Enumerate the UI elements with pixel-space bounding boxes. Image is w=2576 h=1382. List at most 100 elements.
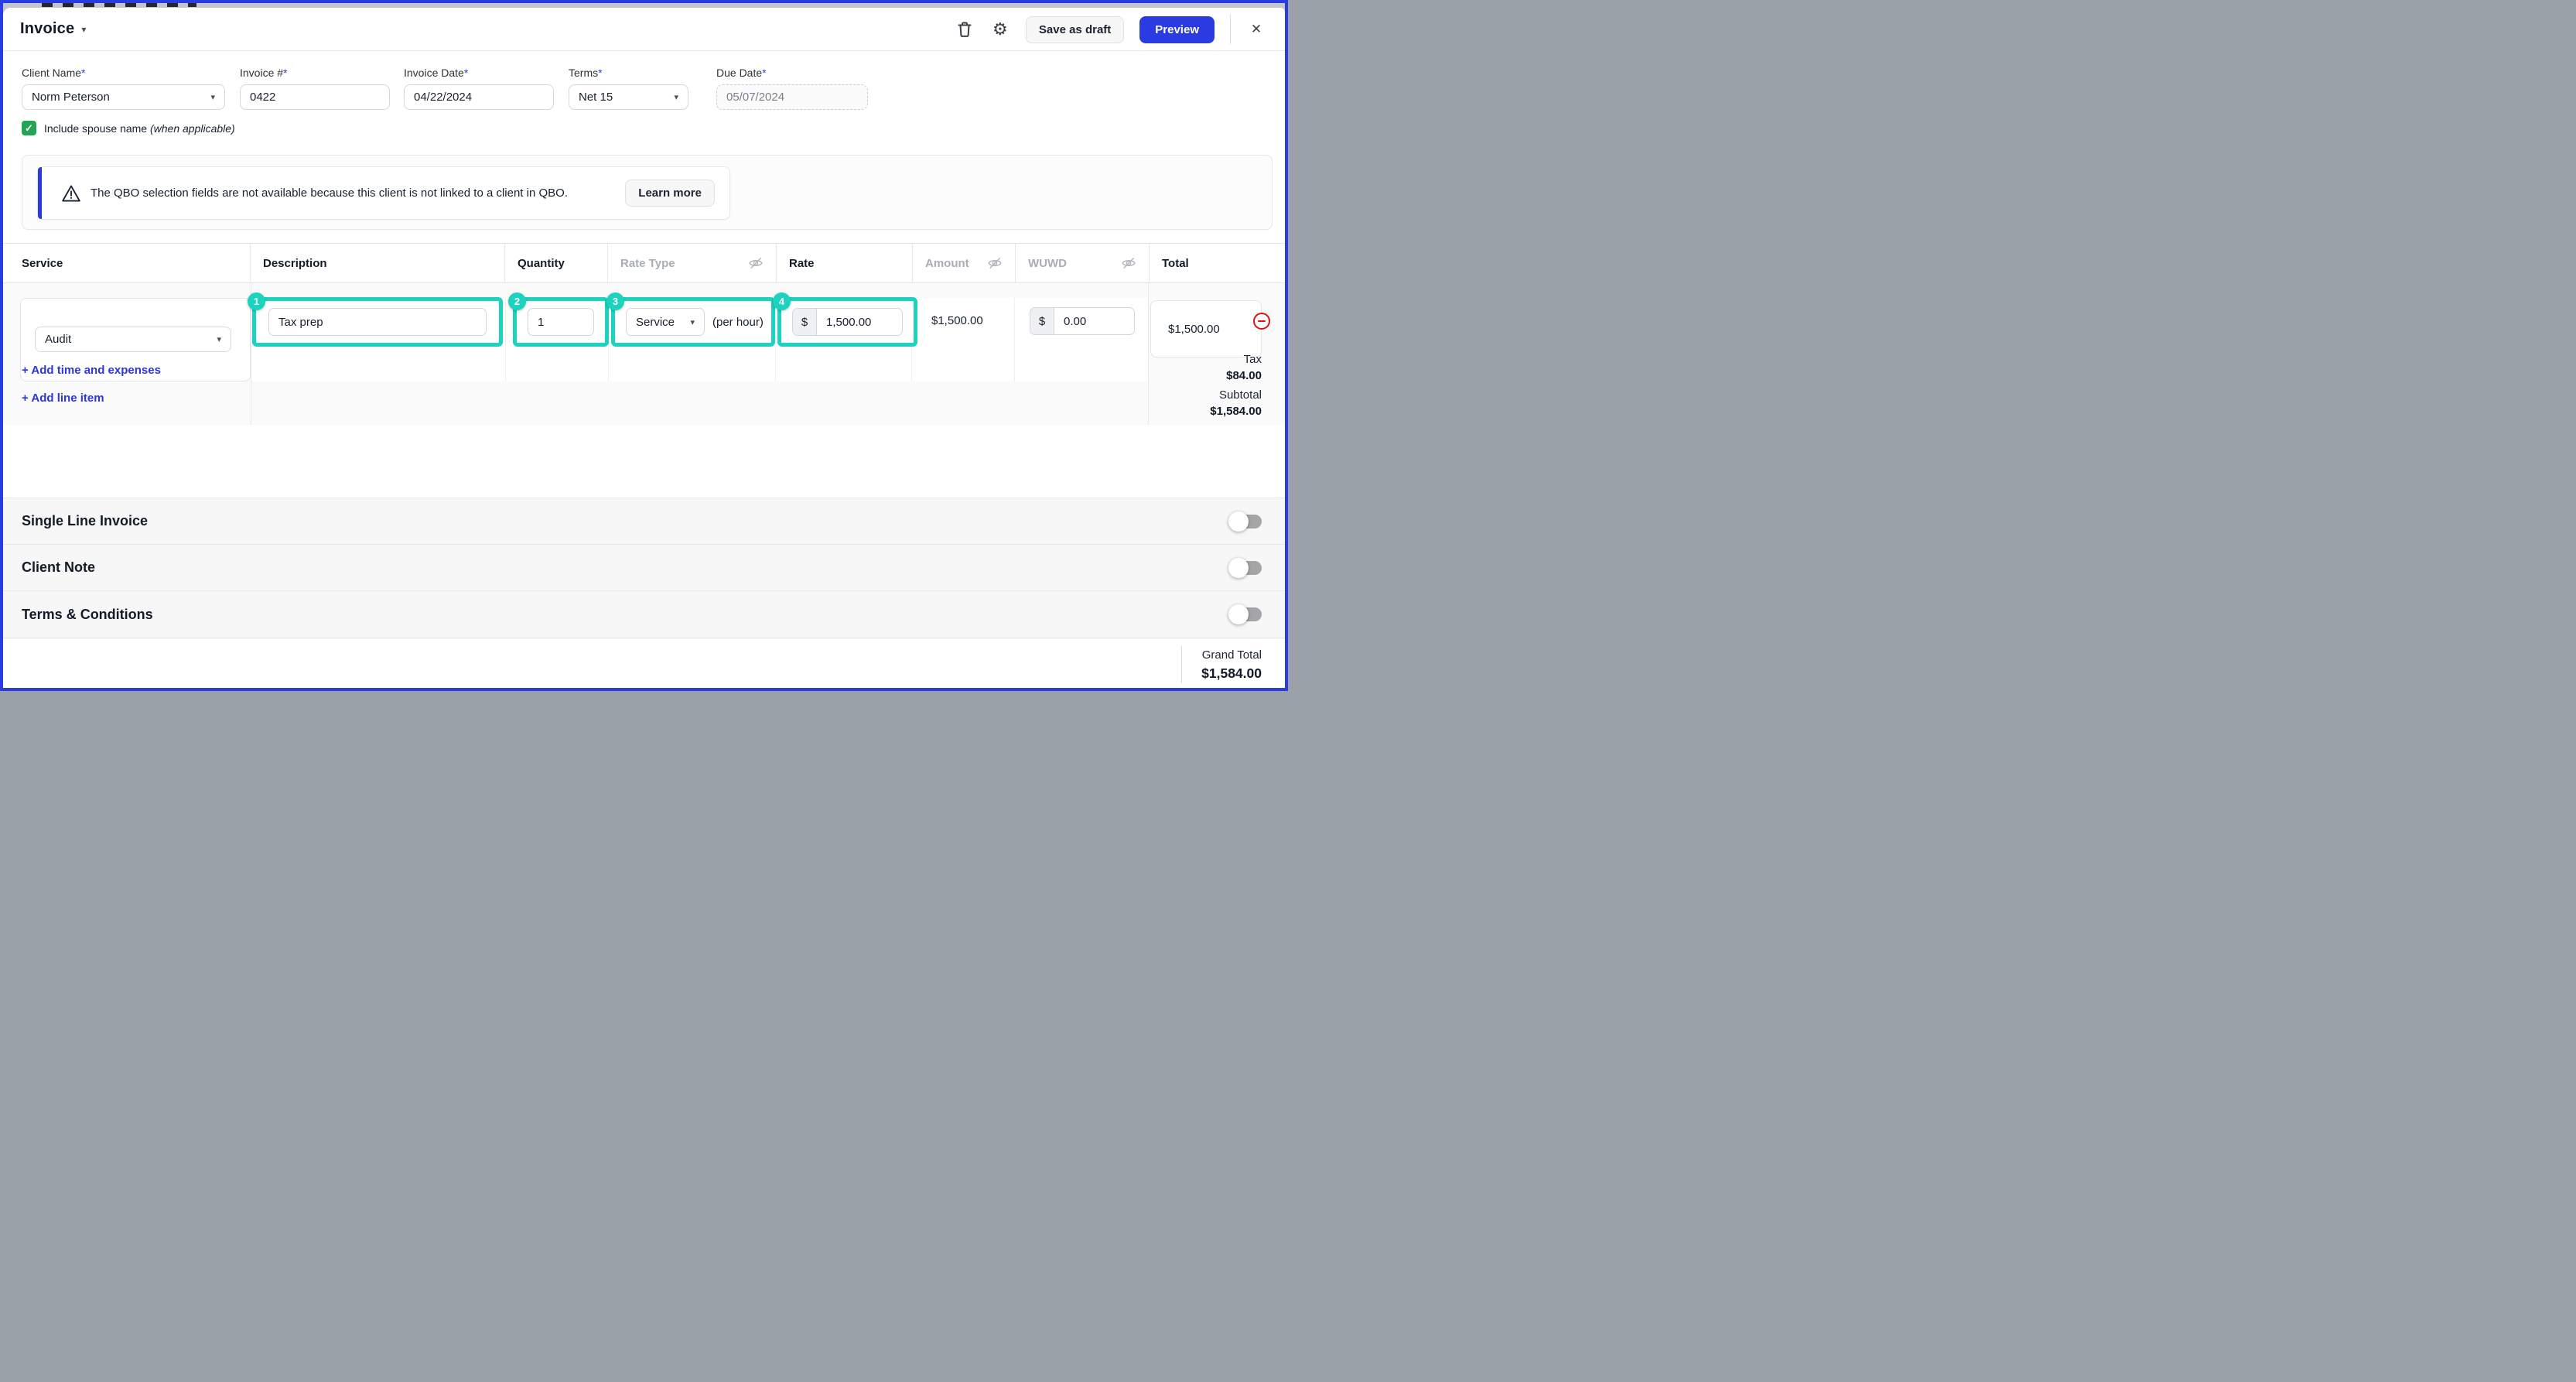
- callout-badge-3: 3: [606, 292, 624, 310]
- grand-total-block: Grand Total $1,584.00: [1201, 646, 1262, 682]
- subtotal-value: $1,584.00: [1210, 405, 1262, 418]
- total-column-divider: [1148, 283, 1149, 425]
- client-name-select[interactable]: Norm Peterson ▾: [22, 84, 225, 110]
- rate-input-group[interactable]: $ 1,500.00: [792, 308, 903, 336]
- warning-icon: [61, 184, 81, 203]
- include-spouse-label: Include spouse name (when applicable): [44, 121, 235, 135]
- add-time-expenses-link[interactable]: + Add time and expenses: [22, 364, 161, 377]
- invoice-modal: Invoice ▾ ⚙ Save as draft: [3, 8, 1285, 688]
- minus-icon: [1258, 320, 1266, 323]
- gear-icon: ⚙: [992, 19, 1008, 39]
- line-items-table-header: Service Description Quantity Rate Type R…: [3, 243, 1285, 283]
- learn-more-button[interactable]: Learn more: [625, 180, 715, 207]
- chevron-down-icon: ▾: [81, 23, 87, 35]
- preview-button[interactable]: Preview: [1139, 15, 1215, 43]
- rate-value: 1,500.00: [826, 315, 872, 329]
- invoice-number-field: Invoice #* 0422: [240, 67, 390, 110]
- invoice-number-label: Invoice #*: [240, 67, 288, 79]
- tax-label: Tax: [1243, 353, 1262, 366]
- invoice-date-label: Invoice Date*: [404, 67, 469, 79]
- due-date-input-disabled: 05/07/2024: [716, 84, 868, 110]
- client-name-label: Client Name*: [22, 67, 86, 79]
- terms-conditions-toggle[interactable]: [1228, 604, 1262, 624]
- invoice-settings-button[interactable]: ⚙: [990, 19, 1010, 39]
- toggle-knob: [1228, 557, 1249, 578]
- section-terms-conditions: Terms & Conditions: [3, 590, 1285, 638]
- background-page-remnant: [42, 3, 196, 7]
- single-line-invoice-toggle[interactable]: [1228, 511, 1262, 532]
- rate-type-note: (per hour): [712, 315, 764, 329]
- include-spouse-note: (when applicable): [149, 121, 235, 135]
- qbo-banner-container: The QBO selection fields are not availab…: [22, 155, 1273, 230]
- invoice-date-input[interactable]: 04/22/2024: [404, 84, 554, 110]
- terms-select[interactable]: Net 15 ▾: [569, 84, 688, 110]
- page-title: Invoice: [20, 20, 75, 37]
- titlebar-divider: [1230, 15, 1231, 44]
- toggle-knob: [1228, 511, 1249, 532]
- invoice-number-input[interactable]: 0422: [240, 84, 390, 110]
- modal-titlebar: Invoice ▾ ⚙ Save as draft: [3, 8, 1285, 51]
- rate-type-select[interactable]: Service ▾: [626, 308, 705, 336]
- section-single-line-invoice: Single Line Invoice: [3, 498, 1285, 544]
- description-highlight: 1 Tax prep: [248, 292, 503, 347]
- include-spouse-checkbox-row[interactable]: ✓ Include spouse name (when applicable): [22, 121, 235, 135]
- checkbox-checked-icon[interactable]: ✓: [22, 121, 36, 135]
- section-label: Client Note: [22, 559, 96, 575]
- close-icon: ✕: [1250, 22, 1262, 36]
- column-divider: [505, 298, 506, 381]
- titlebar-actions: ⚙ Save as draft Preview ✕: [955, 8, 1266, 51]
- required-marker: *: [81, 67, 86, 79]
- invoice-number-value: 0422: [250, 91, 276, 104]
- chevron-down-icon: ▾: [217, 335, 221, 344]
- rate-highlight: 4 $ 1,500.00: [773, 292, 917, 347]
- section-client-note: Client Note: [3, 544, 1285, 590]
- currency-prefix: $: [1030, 308, 1054, 334]
- remove-line-item-button[interactable]: [1253, 313, 1270, 330]
- callout-badge-2: 2: [508, 292, 526, 310]
- client-name-value: Norm Peterson: [32, 91, 110, 104]
- column-header-description: Description: [251, 244, 505, 282]
- chevron-down-icon: ▾: [210, 93, 215, 102]
- required-marker: *: [762, 67, 767, 79]
- chevron-down-icon: ▾: [674, 93, 678, 102]
- column-header-quantity: Quantity: [505, 244, 608, 282]
- quantity-input[interactable]: 1: [528, 308, 594, 336]
- terms-value: Net 15: [579, 91, 613, 104]
- banner-accent-bar: [38, 167, 42, 219]
- column-divider: [775, 298, 776, 381]
- terms-field: Terms* Net 15 ▾: [569, 67, 688, 110]
- terms-label: Terms*: [569, 67, 603, 79]
- quantity-highlight: 2 1: [508, 292, 609, 347]
- invoice-summary: Tax $84.00 Subtotal $1,584.00: [1210, 351, 1262, 422]
- required-marker: *: [463, 67, 469, 79]
- delete-invoice-button[interactable]: [955, 19, 975, 39]
- grand-total-value: $1,584.00: [1201, 665, 1262, 681]
- service-select[interactable]: Audit ▾: [35, 327, 231, 352]
- invoice-type-dropdown[interactable]: Invoice ▾: [20, 20, 86, 38]
- column-header-rate-type: Rate Type: [608, 244, 777, 282]
- client-note-toggle[interactable]: [1228, 557, 1262, 578]
- background-page-strip: [3, 3, 1285, 8]
- required-marker: *: [283, 67, 288, 79]
- rate-type-highlight: 3 Service ▾ (per hour): [606, 292, 775, 347]
- wuwd-input-group[interactable]: $ 0.00: [1030, 307, 1135, 335]
- column-header-rate: Rate: [777, 244, 913, 282]
- amount-cell-value: $1,500.00: [931, 314, 983, 327]
- service-cell: Audit ▾: [20, 298, 251, 381]
- rate-type-value: Service: [636, 315, 675, 329]
- description-value: Tax prep: [278, 315, 323, 329]
- invoice-date-field: Invoice Date* 04/22/2024: [404, 67, 554, 110]
- line-items-area: Audit ▾ 1 Tax prep 2 1: [3, 283, 1285, 425]
- modal-footer: Grand Total $1,584.00: [3, 638, 1285, 688]
- section-label: Single Line Invoice: [22, 513, 149, 529]
- description-input[interactable]: Tax prep: [268, 308, 487, 336]
- footer-divider: [1181, 646, 1182, 683]
- close-button[interactable]: ✕: [1246, 19, 1266, 39]
- trash-icon: [957, 21, 972, 38]
- qbo-banner-message: The QBO selection fields are not availab…: [91, 186, 568, 200]
- save-as-draft-button[interactable]: Save as draft: [1025, 15, 1125, 43]
- column-header-amount: Amount: [913, 244, 1016, 282]
- toggle-knob: [1228, 604, 1249, 624]
- eye-slash-icon: [1121, 255, 1136, 271]
- add-line-item-link[interactable]: + Add line item: [22, 392, 104, 405]
